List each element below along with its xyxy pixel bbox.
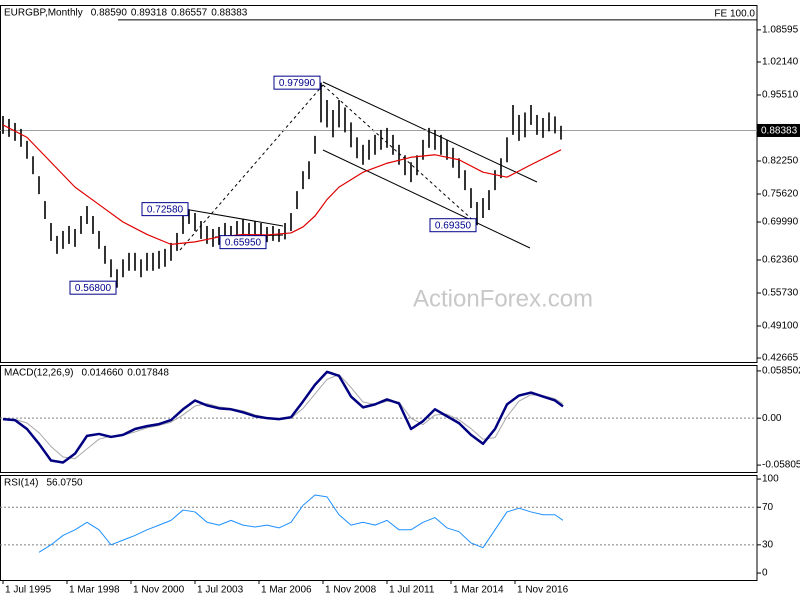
- readout-value: 0.86557: [171, 8, 208, 19]
- triangle-line: [189, 209, 284, 227]
- swing-label-box: [219, 235, 267, 250]
- rsi-line: [38, 494, 564, 553]
- panel-title: RSI(14): [4, 478, 38, 489]
- fe-label: FE 100.0: [714, 9, 755, 20]
- y-tick-label: 30: [762, 539, 774, 550]
- y-tick-label: 0.62360: [762, 255, 799, 266]
- y-tick-label: 0.49100: [762, 321, 799, 332]
- readout-value: 0.017848: [127, 368, 169, 379]
- x-tick-label: 1 Mar 2006: [261, 585, 312, 596]
- y-tick-label: 0.82250: [762, 156, 799, 167]
- x-tick-label: 1 Mar 1998: [69, 585, 120, 596]
- macd-line: [2, 370, 564, 464]
- swing-label: 0.56800: [75, 283, 112, 294]
- moving-average: [2, 124, 562, 245]
- readout-value: 0.88590: [91, 8, 128, 19]
- y-tick-label: 0.42665: [762, 353, 799, 364]
- x-tick-label: 1 Nov 2000: [133, 585, 185, 596]
- x-tick-label: 1 Jul 2003: [197, 585, 244, 596]
- y-tick-label: 0.058502: [762, 366, 800, 377]
- swing-label-box: [429, 218, 477, 233]
- panel-frame: [0, 365, 758, 473]
- x-tick-label: 1 Nov 2008: [325, 585, 377, 596]
- swing-label-box: [69, 280, 117, 295]
- readout-value: 0.014660: [81, 368, 123, 379]
- swing-label: 0.97990: [279, 78, 316, 89]
- panel-title: EURGBP,Monthly: [4, 8, 83, 19]
- x-tick-label: 1 Mar 2014: [453, 585, 504, 596]
- y-tick-label: 0.55730: [762, 288, 799, 299]
- panel-frame: [0, 5, 758, 363]
- swing-label-box: [273, 75, 321, 90]
- panel-title: MACD(12,26,9): [4, 368, 73, 379]
- y-tick-label: 100: [762, 474, 779, 485]
- channel-line: [322, 149, 531, 249]
- y-tick-label: 0.95510: [762, 90, 799, 101]
- y-tick-label: 70: [762, 502, 774, 513]
- current-price-label: 0.88383: [761, 126, 798, 137]
- panel-frame: [0, 475, 758, 581]
- y-tick-label: -0.058054: [762, 460, 800, 471]
- y-tick-label: 1.02140: [762, 57, 799, 68]
- y-tick-label: 1.08595: [762, 25, 799, 36]
- x-tick-label: 1 Jul 1995: [5, 585, 52, 596]
- x-tick-label: 1 Jul 2011: [389, 585, 435, 596]
- y-tick-label: 0.69990: [762, 217, 799, 228]
- swing-label-box: [141, 202, 189, 217]
- fib-line: [179, 84, 324, 251]
- readout-value: 0.88383: [211, 8, 248, 19]
- swing-label: 0.72580: [147, 204, 184, 215]
- x-tick-label: 1 Nov 2016: [517, 585, 569, 596]
- y-tick-label: 0: [762, 568, 768, 579]
- y-tick-label: 0.75620: [762, 189, 799, 200]
- readout-value: 0.89318: [131, 8, 168, 19]
- swing-label: 0.65950: [225, 237, 262, 248]
- swing-label: 0.69350: [435, 220, 472, 231]
- current-price-box: [757, 123, 800, 137]
- watermark: ActionForex.com: [413, 285, 593, 312]
- y-tick-label: 0.00: [762, 413, 782, 424]
- readout-value: 56.0750: [46, 478, 83, 489]
